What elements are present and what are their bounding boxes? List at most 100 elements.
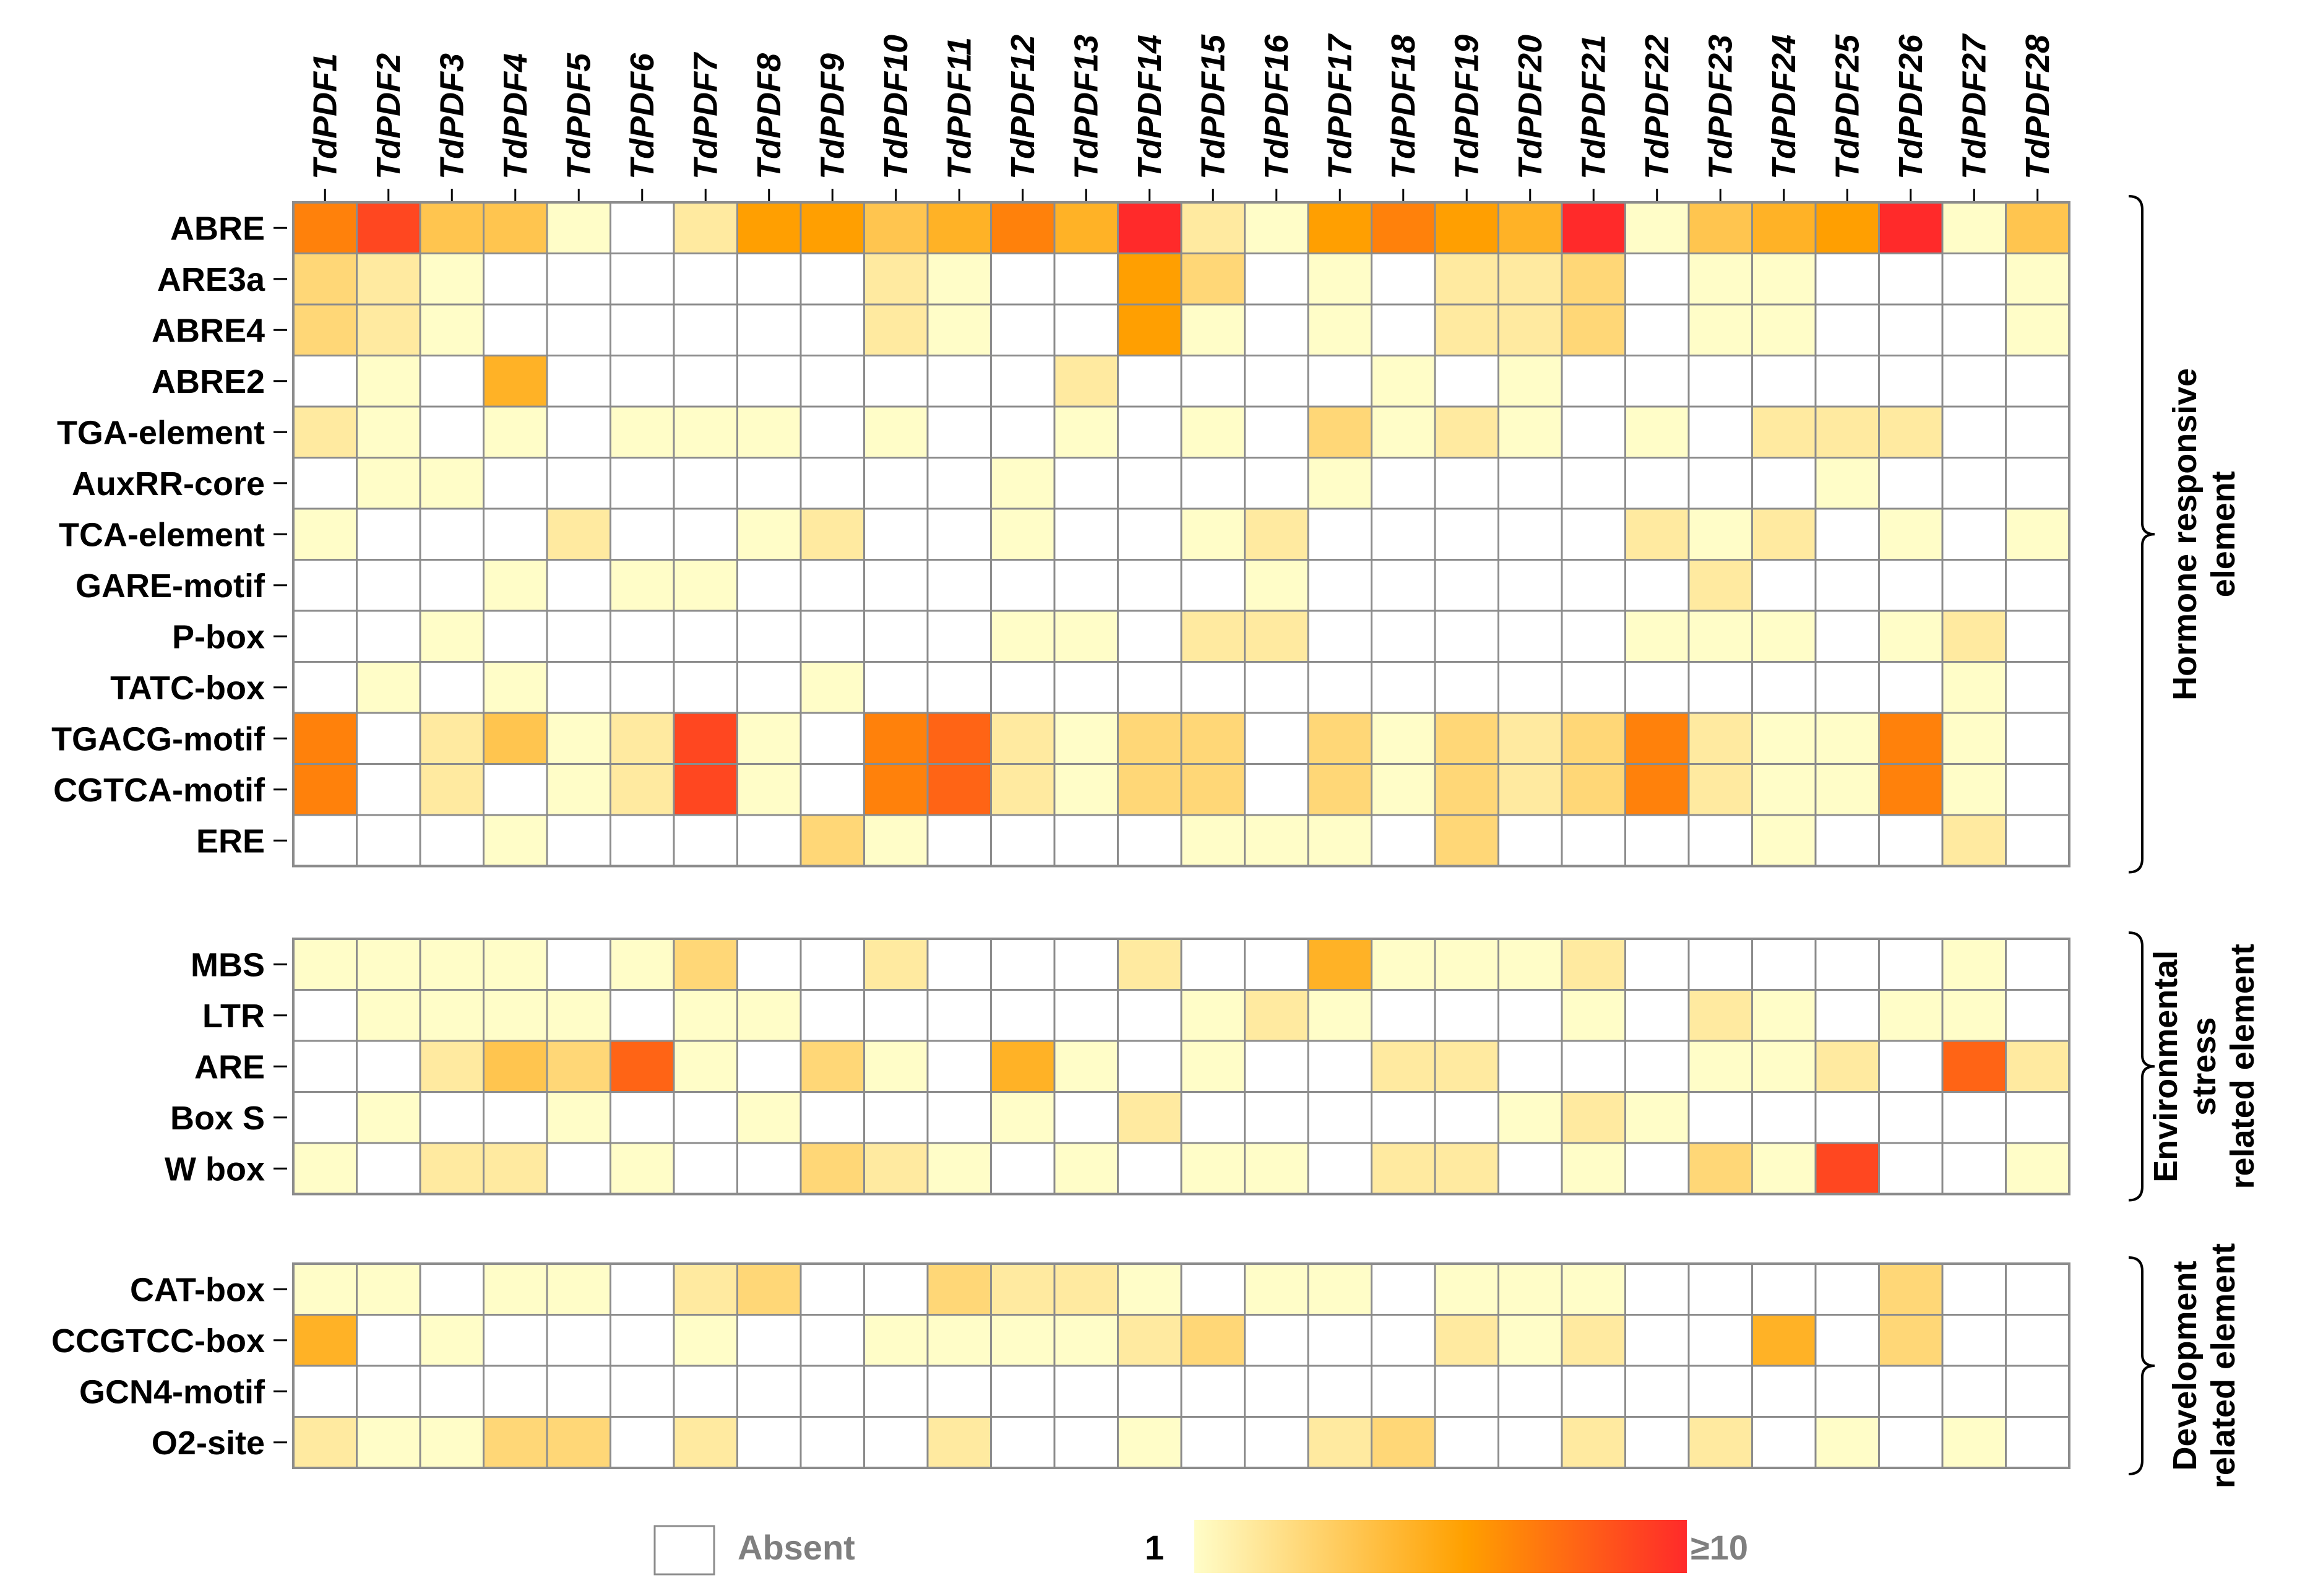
heatmap-cell [863, 252, 929, 306]
heatmap-cell [736, 303, 802, 356]
column-label: TdPDF4 [497, 53, 534, 179]
heatmap-cell [1497, 252, 1563, 306]
row-label: GCN4-motif [79, 1373, 265, 1410]
heatmap-cell [1751, 201, 1817, 254]
heatmap-cell [990, 457, 1056, 510]
heatmap-cell [1117, 763, 1183, 816]
heatmap-cell [1307, 938, 1372, 991]
heatmap-cell [926, 763, 992, 816]
heatmap-cell [1814, 763, 1880, 816]
heatmap-cell [419, 559, 485, 612]
heatmap-cell [926, 1091, 992, 1144]
heatmap-cell [736, 559, 802, 612]
heatmap-cell [1941, 1142, 2007, 1195]
column-label: TdPDF7 [687, 51, 724, 179]
column-label: TdPDF13 [1067, 35, 1105, 179]
heatmap-cell [610, 938, 675, 991]
heatmap-cell [1180, 763, 1246, 816]
heatmap-cell [1180, 355, 1246, 408]
heatmap-cell [1814, 559, 1880, 612]
heatmap-cell [2005, 507, 2070, 561]
heatmap-cell [292, 507, 358, 561]
heatmap-cell [2005, 814, 2070, 867]
heatmap-cell [356, 661, 421, 714]
heatmap-cell [546, 1040, 611, 1093]
heatmap-cell [1878, 559, 1944, 612]
heatmap-cell [736, 1314, 802, 1367]
heatmap-cell [1244, 252, 1309, 306]
heatmap-cell [863, 763, 929, 816]
group-label-line: element [2205, 471, 2242, 597]
heatmap-cell [1561, 989, 1626, 1042]
heatmap-cell [2005, 610, 2070, 663]
heatmap-cell [546, 201, 611, 254]
heatmap-cell [1434, 1416, 1499, 1469]
heatmap-cell [546, 303, 611, 356]
heatmap-cell [1371, 938, 1436, 991]
heatmap-cell [1434, 989, 1499, 1042]
heatmap-cell [1624, 1040, 1690, 1093]
heatmap-cell [1117, 938, 1183, 991]
heatmap-cell [610, 814, 675, 867]
column-label: TdPDF15 [1194, 34, 1231, 179]
group-label-line: related element [2205, 1243, 2242, 1488]
heatmap-cell [1751, 303, 1817, 356]
heatmap-cell [1497, 1416, 1563, 1469]
heatmap-cell [926, 1365, 992, 1418]
heatmap-cell [1497, 355, 1563, 408]
heatmap-cell [1751, 712, 1817, 765]
heatmap-cell [546, 355, 611, 408]
heatmap-cell [926, 1314, 992, 1367]
heatmap-cell [1878, 1416, 1944, 1469]
heatmap-cell [736, 661, 802, 714]
heatmap-cell [2005, 1416, 2070, 1469]
heatmap-cell [1497, 1091, 1563, 1144]
heatmap-cell [1687, 989, 1753, 1042]
heatmap-cell [926, 1416, 992, 1469]
heatmap-cell [1053, 661, 1119, 714]
heatmap-cell [1307, 661, 1372, 714]
heatmap-cell [1180, 661, 1246, 714]
group-label-line: stress [2186, 1017, 2223, 1116]
heatmap-cell [1371, 303, 1436, 356]
heatmap-cell [1434, 1365, 1499, 1418]
heatmap-cell [926, 712, 992, 765]
heatmap-cell [2005, 559, 2070, 612]
heatmap-cell [419, 1142, 485, 1195]
heatmap-cell [990, 610, 1056, 663]
heatmap-cell [1624, 1142, 1690, 1195]
heatmap-cell [292, 1314, 358, 1367]
heatmap-cell [1307, 405, 1372, 459]
heatmap-cell [1117, 1040, 1183, 1093]
heatmap-cell [1624, 1365, 1690, 1418]
heatmap-cell [546, 559, 611, 612]
row-label: AuxRR-core [72, 465, 265, 503]
heatmap-cell [1307, 1091, 1372, 1144]
heatmap-cell [863, 989, 929, 1042]
heatmap-cell [483, 661, 548, 714]
heatmap-cell [1624, 712, 1690, 765]
heatmap-cell [292, 303, 358, 356]
heatmap-cell [356, 405, 421, 459]
heatmap-cell [419, 405, 485, 459]
heatmap-cell [1307, 712, 1372, 765]
heatmap-cell [736, 1416, 802, 1469]
heatmap-cell [1878, 303, 1944, 356]
heatmap-cell [356, 610, 421, 663]
heatmap-cell [1561, 1091, 1626, 1144]
heatmap-cell [673, 1262, 738, 1316]
heatmap-cell [799, 201, 865, 254]
heatmap-cell [1878, 201, 1944, 254]
column-label: TdPDF8 [751, 53, 788, 179]
heatmap-cell [1814, 661, 1880, 714]
heatmap-cell [863, 1365, 929, 1418]
heatmap-cell [1244, 763, 1309, 816]
legend-absent-label: Absent [738, 1528, 855, 1567]
heatmap-cell [1244, 303, 1309, 356]
heatmap-cell [1878, 1262, 1944, 1316]
heatmap-cell [673, 405, 738, 459]
heatmap-cell [419, 1365, 485, 1418]
heatmap-cell [610, 1091, 675, 1144]
heatmap-cell [2005, 1142, 2070, 1195]
heatmap-cell [610, 763, 675, 816]
